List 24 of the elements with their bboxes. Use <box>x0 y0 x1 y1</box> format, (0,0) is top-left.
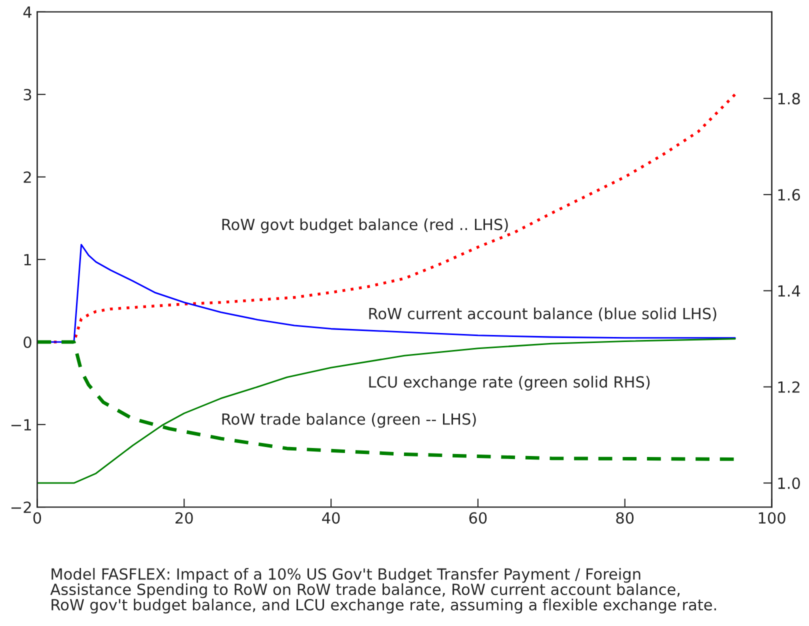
y-tick-label: 0 <box>24 336 32 348</box>
y2-tick-label: 1.4 <box>778 285 800 297</box>
y-tick-label: −1 <box>11 419 31 430</box>
annotation: RoW current account balance (blue solid LHS) <box>369 308 716 322</box>
y-tick-label: 1 <box>24 254 31 266</box>
line-series <box>37 338 736 484</box>
x-tick-label: 0 <box>33 512 42 524</box>
annotation: RoW trade balance (green -- LHS) <box>222 413 476 428</box>
text: Model FASFLEX: Impact of a 10% US Gov't Budget Transfer Payment / Foreign Assistance Spending to RoW on RoW trade balance, RoW current account balance, RoW gov't budget balance, and LCU exchange rate, assuming a flexible exchange rate. <box>50 568 716 614</box>
x-tick-label: 20 <box>176 512 193 524</box>
y2-tick-label: 1.0 <box>778 477 800 490</box>
y2-tick-label: 1.2 <box>778 381 800 393</box>
y2-tick-label: 1.8 <box>778 92 800 104</box>
x-tick-label: 60 <box>469 512 487 524</box>
y-tick-label: 4 <box>23 6 32 18</box>
y-tick-label: −2 <box>11 502 31 513</box>
x-tick-label: 40 <box>322 512 340 524</box>
x-tick-label: 100 <box>758 512 786 524</box>
y-tick-label: 2 <box>24 171 31 183</box>
x-tick-label: 80 <box>616 512 634 524</box>
annotation: RoW govt budget balance (red .. LHS) <box>222 218 508 234</box>
y-tick-label: 3 <box>24 88 32 100</box>
annotation: LCU exchange rate (green solid RHS) <box>369 376 650 391</box>
y2-tick-label: 1.6 <box>778 189 800 201</box>
